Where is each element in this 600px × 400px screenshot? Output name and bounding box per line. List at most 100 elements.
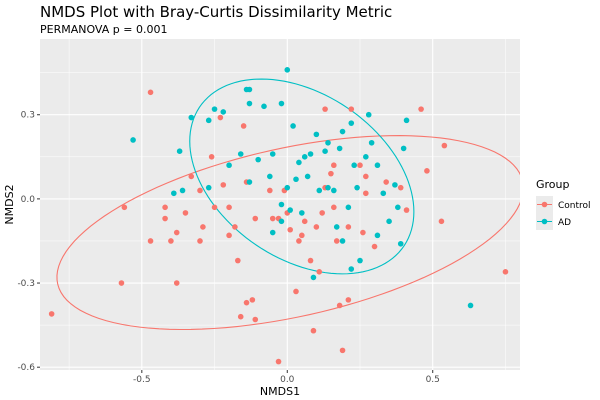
point-ad bbox=[336, 145, 343, 152]
point-ad bbox=[322, 148, 328, 155]
point-ad bbox=[246, 100, 253, 107]
point-control bbox=[322, 106, 328, 112]
legend: Group Control AD bbox=[536, 178, 591, 230]
data-points bbox=[48, 67, 509, 365]
point-ad bbox=[357, 257, 363, 264]
point-ad bbox=[368, 139, 375, 146]
point-ad bbox=[348, 266, 355, 272]
point-ad bbox=[130, 137, 136, 143]
point-control bbox=[345, 297, 352, 303]
point-control bbox=[121, 204, 128, 211]
point-ad bbox=[351, 162, 357, 169]
ellipse-control bbox=[56, 135, 520, 331]
x-tick-label: -0.5 bbox=[133, 375, 151, 385]
point-ad bbox=[299, 210, 305, 216]
point-control bbox=[441, 142, 448, 149]
point-ad bbox=[339, 238, 346, 244]
point-ad bbox=[363, 154, 369, 160]
legend-point-ad bbox=[541, 218, 548, 225]
point-control bbox=[424, 168, 430, 174]
point-ad bbox=[278, 100, 285, 107]
point-ad bbox=[179, 187, 186, 194]
legend-point-control bbox=[541, 201, 548, 208]
point-ad bbox=[269, 151, 276, 157]
x-axis-title: NMDS1 bbox=[260, 385, 300, 398]
point-control bbox=[217, 114, 224, 121]
point-ad bbox=[205, 117, 212, 124]
point-ad bbox=[301, 154, 308, 160]
x-axis-ticks: -0.5 0.0 0.5 bbox=[133, 370, 440, 385]
legend-title: Group bbox=[536, 178, 570, 191]
point-control bbox=[197, 187, 203, 194]
point-control bbox=[118, 280, 125, 286]
point-control bbox=[363, 190, 369, 197]
point-control bbox=[293, 288, 299, 295]
y-axis-ticks: -0.6 -0.3 0.0 0.3 bbox=[17, 111, 40, 373]
point-control bbox=[313, 224, 320, 230]
point-control bbox=[287, 226, 293, 233]
point-ad bbox=[255, 156, 261, 163]
point-control bbox=[502, 269, 509, 275]
point-ad bbox=[354, 184, 360, 191]
point-ad bbox=[287, 207, 293, 213]
point-ad bbox=[220, 109, 227, 115]
point-ad bbox=[284, 67, 291, 73]
point-ad bbox=[397, 240, 404, 247]
point-control bbox=[331, 204, 337, 211]
point-control bbox=[147, 238, 154, 244]
point-ad bbox=[269, 229, 276, 236]
point-ad bbox=[339, 128, 346, 135]
point-ad bbox=[310, 274, 317, 281]
point-control bbox=[296, 238, 302, 244]
point-ad bbox=[293, 176, 299, 183]
point-control bbox=[188, 173, 195, 180]
point-control bbox=[363, 173, 369, 180]
point-ad bbox=[261, 103, 267, 110]
y-tick-label: -0.3 bbox=[17, 279, 35, 289]
point-ad bbox=[246, 179, 253, 185]
group-ellipses bbox=[56, 78, 520, 331]
point-control bbox=[232, 224, 238, 230]
point-control bbox=[299, 232, 305, 239]
point-ad bbox=[386, 218, 392, 225]
point-control bbox=[307, 257, 314, 264]
point-ad bbox=[348, 120, 355, 126]
point-ad bbox=[331, 187, 337, 194]
point-ad bbox=[380, 190, 387, 197]
point-control bbox=[162, 204, 168, 211]
point-control bbox=[328, 170, 334, 177]
point-control bbox=[182, 210, 189, 216]
point-control bbox=[208, 154, 215, 160]
point-ad bbox=[211, 106, 218, 112]
point-control bbox=[275, 358, 282, 365]
point-control bbox=[331, 162, 337, 169]
y-tick-label: 0.0 bbox=[21, 195, 36, 205]
point-ad bbox=[304, 173, 311, 180]
legend-label-control: Control bbox=[558, 201, 591, 211]
point-ad bbox=[400, 145, 407, 152]
point-control bbox=[173, 229, 180, 236]
point-control bbox=[438, 218, 445, 225]
point-control bbox=[226, 204, 232, 211]
point-ad bbox=[205, 184, 212, 191]
chart-subtitle: PERMANOVA p = 0.001 bbox=[40, 23, 167, 36]
point-control bbox=[267, 187, 273, 194]
point-control bbox=[310, 327, 317, 334]
point-ad bbox=[345, 204, 352, 211]
point-control bbox=[162, 215, 168, 222]
point-control bbox=[348, 106, 355, 112]
point-control bbox=[269, 215, 276, 222]
point-control bbox=[147, 89, 154, 96]
point-ad bbox=[307, 151, 314, 157]
point-ad bbox=[395, 204, 401, 211]
point-ad bbox=[392, 182, 398, 188]
point-control bbox=[226, 232, 232, 239]
point-control bbox=[240, 123, 247, 129]
point-ad bbox=[467, 302, 474, 309]
plot-area bbox=[48, 67, 520, 365]
point-ad bbox=[296, 159, 302, 166]
point-control bbox=[252, 215, 259, 222]
point-ad bbox=[316, 187, 323, 194]
point-ad bbox=[325, 139, 331, 146]
